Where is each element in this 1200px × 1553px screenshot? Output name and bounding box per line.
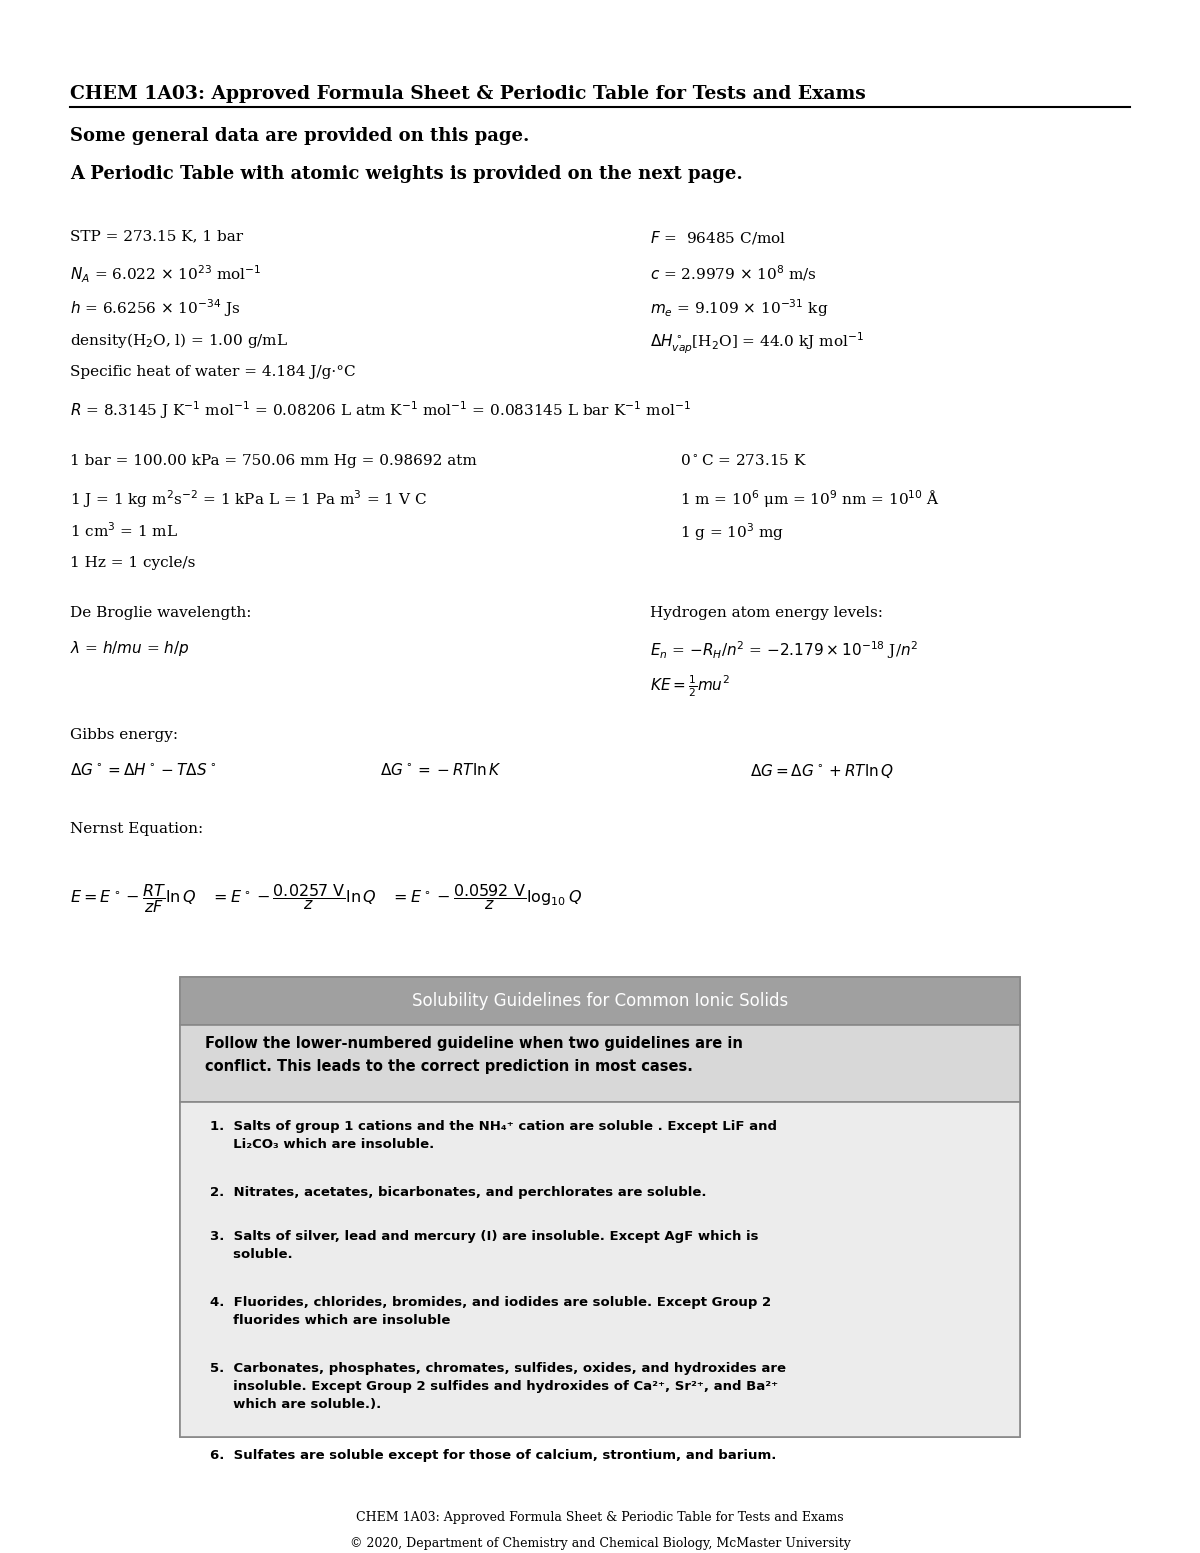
Text: $c$ = 2.9979 $\times$ 10$^{8}$ m/s: $c$ = 2.9979 $\times$ 10$^{8}$ m/s (650, 264, 817, 283)
Text: Hydrogen atom energy levels:: Hydrogen atom energy levels: (650, 606, 883, 620)
Text: $E_n$ = $-R_H/n^2$ = $-2.179\times10^{-18}$ J/$n^2$: $E_n$ = $-R_H/n^2$ = $-2.179\times10^{-1… (650, 640, 918, 662)
Text: 3.  Salts of silver, lead and mercury (I) are insoluble. Except AgF which is
   : 3. Salts of silver, lead and mercury (I)… (210, 1230, 758, 1261)
Text: 0$^\circ$C = 273.15 K: 0$^\circ$C = 273.15 K (680, 453, 808, 469)
Text: $E = E^\circ - \dfrac{RT}{zF}\ln Q$   $= E^\circ - \dfrac{0.0257\ \mathrm{V}}{z}: $E = E^\circ - \dfrac{RT}{zF}\ln Q$ $= E… (70, 882, 582, 915)
FancyBboxPatch shape (180, 977, 1020, 1025)
Text: $N_A$ = 6.022 $\times$ 10$^{23}$ mol$^{-1}$: $N_A$ = 6.022 $\times$ 10$^{23}$ mol$^{-… (70, 264, 262, 284)
Text: Follow the lower-numbered guideline when two guidelines are in
conflict. This le: Follow the lower-numbered guideline when… (205, 1036, 743, 1073)
FancyBboxPatch shape (180, 977, 1020, 1437)
FancyBboxPatch shape (180, 1103, 1020, 1437)
Text: A Periodic Table with atomic weights is provided on the next page.: A Periodic Table with atomic weights is … (70, 165, 743, 183)
Text: Gibbs energy:: Gibbs energy: (70, 728, 178, 742)
Text: $R$ = 8.3145 J K$^{-1}$ mol$^{-1}$ = 0.08206 L atm K$^{-1}$ mol$^{-1}$ = 0.08314: $R$ = 8.3145 J K$^{-1}$ mol$^{-1}$ = 0.0… (70, 399, 691, 421)
Text: $h$ = 6.6256 $\times$ 10$^{-34}$ Js: $h$ = 6.6256 $\times$ 10$^{-34}$ Js (70, 297, 240, 318)
Text: 6.  Sulfates are soluble except for those of calcium, strontium, and barium.: 6. Sulfates are soluble except for those… (210, 1449, 776, 1463)
Text: 1 g = 10$^3$ mg: 1 g = 10$^3$ mg (680, 522, 785, 544)
Text: Specific heat of water = 4.184 J/g·°C: Specific heat of water = 4.184 J/g·°C (70, 365, 355, 379)
Text: density(H$_2$O, l) = 1.00 g/mL: density(H$_2$O, l) = 1.00 g/mL (70, 331, 288, 349)
Text: $m_e$ = 9.109 $\times$ 10$^{-31}$ kg: $m_e$ = 9.109 $\times$ 10$^{-31}$ kg (650, 297, 828, 318)
Text: 1 Hz = 1 cycle/s: 1 Hz = 1 cycle/s (70, 556, 196, 570)
Text: 1.  Salts of group 1 cations and the NH₄⁺ cation are soluble . Except LiF and
  : 1. Salts of group 1 cations and the NH₄⁺… (210, 1120, 778, 1151)
Text: CHEM 1A03: Approved Formula Sheet & Periodic Table for Tests and Exams: CHEM 1A03: Approved Formula Sheet & Peri… (70, 85, 865, 102)
Text: De Broglie wavelength:: De Broglie wavelength: (70, 606, 252, 620)
Text: $\lambda$ = $h/mu$ = $h/p$: $\lambda$ = $h/mu$ = $h/p$ (70, 640, 190, 658)
Text: Solubility Guidelines for Common Ionic Solids: Solubility Guidelines for Common Ionic S… (412, 991, 788, 1009)
Text: $\Delta H^\circ_{vap}$[H$_2$O] = 44.0 kJ mol$^{-1}$: $\Delta H^\circ_{vap}$[H$_2$O] = 44.0 kJ… (650, 331, 864, 356)
Text: Nernst Equation:: Nernst Equation: (70, 822, 203, 836)
Text: © 2020, Department of Chemistry and Chemical Biology, McMaster University: © 2020, Department of Chemistry and Chem… (349, 1537, 851, 1550)
Text: 2.  Nitrates, acetates, bicarbonates, and perchlorates are soluble.: 2. Nitrates, acetates, bicarbonates, and… (210, 1186, 707, 1199)
Text: $\Delta G = \Delta G^\circ + RT\ln Q$: $\Delta G = \Delta G^\circ + RT\ln Q$ (750, 763, 894, 780)
Text: 1 J = 1 kg m$^2$s$^{-2}$ = 1 kPa L = 1 Pa m$^3$ = 1 V C: 1 J = 1 kg m$^2$s$^{-2}$ = 1 kPa L = 1 P… (70, 488, 427, 509)
Text: $KE = \frac{1}{2}mu^2$: $KE = \frac{1}{2}mu^2$ (650, 674, 730, 699)
Text: STP = 273.15 K, 1 bar: STP = 273.15 K, 1 bar (70, 230, 244, 244)
Text: 1 cm$^3$ = 1 mL: 1 cm$^3$ = 1 mL (70, 522, 178, 540)
FancyBboxPatch shape (180, 1025, 1020, 1103)
Text: $\Delta G^\circ = \Delta H^\circ - T\Delta S^\circ$: $\Delta G^\circ = \Delta H^\circ - T\Del… (70, 763, 216, 778)
Text: CHEM 1A03: Approved Formula Sheet & Periodic Table for Tests and Exams: CHEM 1A03: Approved Formula Sheet & Peri… (356, 1511, 844, 1525)
Text: 1 m = 10$^6$ μm = 10$^9$ nm = 10$^{10}$ Å: 1 m = 10$^6$ μm = 10$^9$ nm = 10$^{10}$ … (680, 488, 940, 509)
Text: $F$ =  96485 C/mol: $F$ = 96485 C/mol (650, 230, 786, 247)
Text: 4.  Fluorides, chlorides, bromides, and iodides are soluble. Except Group 2
    : 4. Fluorides, chlorides, bromides, and i… (210, 1295, 772, 1326)
Text: Some general data are provided on this page.: Some general data are provided on this p… (70, 127, 529, 144)
Text: $\Delta G^\circ = -RT\ln K$: $\Delta G^\circ = -RT\ln K$ (380, 763, 502, 778)
Text: 1 bar = 100.00 kPa = 750.06 mm Hg = 0.98692 atm: 1 bar = 100.00 kPa = 750.06 mm Hg = 0.98… (70, 453, 476, 467)
Text: 5.  Carbonates, phosphates, chromates, sulfides, oxides, and hydroxides are
    : 5. Carbonates, phosphates, chromates, su… (210, 1362, 786, 1410)
